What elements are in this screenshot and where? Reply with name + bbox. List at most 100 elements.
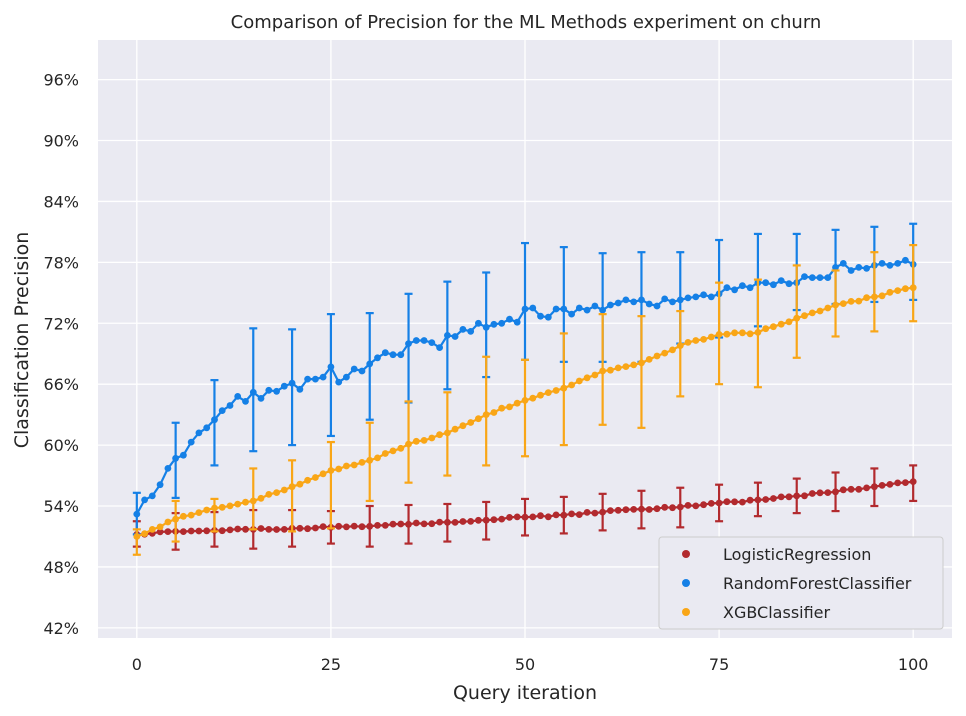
data-point [482,516,490,524]
data-point [218,527,226,535]
data-point [638,359,645,367]
data-point [280,382,288,390]
data-point [886,288,894,296]
data-point [467,518,475,525]
data-point [521,397,529,404]
data-point [808,490,816,497]
legend-box [658,536,944,630]
data-point [855,264,863,271]
data-point [607,366,614,374]
data-point [381,450,389,457]
data-point [490,409,498,416]
data-point [195,527,203,535]
data-point [203,424,211,432]
data-point [312,474,319,481]
data-point [498,404,506,412]
data-point [226,502,234,510]
data-point [839,260,847,267]
data-point [490,320,498,328]
tick-labels: 0 25 50 75 100 42% 48% 54% 60% 66% 72% 78% 84% 90% 96% [43,71,928,674]
data-point [568,381,575,389]
data-point [451,333,459,340]
data-point [824,304,832,312]
data-point [428,520,436,528]
data-point [475,319,482,327]
y-tick-label: 54% [43,497,79,516]
data-point [265,526,273,533]
series-xgbclassifier [132,243,918,556]
data-point [583,509,591,516]
data-point [700,501,707,509]
data-point [863,294,870,302]
data-point [614,364,622,372]
legend-label-randomforestclassifier: RandomForestClassifier [723,574,912,593]
data-point [148,492,156,500]
data-point [444,518,451,526]
data-point [770,281,777,289]
data-point [552,387,560,394]
data-point [630,361,638,369]
data-point [475,516,482,524]
data-point [591,371,599,379]
data-point [195,509,203,516]
data-point [746,496,754,504]
data-point [296,524,304,532]
data-point [273,489,280,496]
data-point [878,482,886,489]
data-point [552,511,560,519]
data-point [824,274,832,281]
data-point [381,349,389,357]
data-point [280,486,288,494]
data-point [436,518,443,526]
data-point [529,394,537,402]
data-point [754,496,762,504]
data-point [560,305,568,313]
data-point [374,522,381,529]
data-point [754,329,762,336]
data-point [265,491,273,498]
data-point [785,318,793,326]
data-point [707,293,715,301]
data-point [638,296,645,304]
data-point [350,522,358,530]
y-tick-label: 96% [43,71,79,90]
data-point [405,440,412,448]
data-point [886,262,894,269]
data-point [723,330,731,338]
data-point [684,339,692,346]
legend: LogisticRegression RandomForestClassifie… [658,536,944,630]
data-point [746,284,754,292]
data-point [211,416,218,424]
data-point [389,351,397,359]
data-point [785,493,793,501]
data-point [444,332,451,339]
data-point [242,525,249,533]
data-point [839,486,847,494]
data-point [894,260,902,267]
data-point [218,503,226,511]
data-point [816,307,824,315]
data-point [575,377,583,385]
data-point [280,526,288,533]
data-point [855,485,863,493]
data-point [327,467,335,474]
data-point [304,375,311,383]
data-point [723,498,731,506]
data-point [312,524,319,532]
series-layer [132,222,918,556]
data-point [374,454,381,462]
data-point [700,336,707,343]
data-point [630,298,638,306]
data-point [762,325,770,333]
data-point [343,523,350,531]
data-point [902,285,909,293]
data-point [863,265,870,272]
data-point [622,506,630,514]
data-point [319,523,327,530]
data-point [902,479,909,486]
data-point [513,513,521,521]
data-point [195,429,203,437]
data-point [832,264,839,271]
data-point [459,326,467,333]
data-point [459,518,467,525]
